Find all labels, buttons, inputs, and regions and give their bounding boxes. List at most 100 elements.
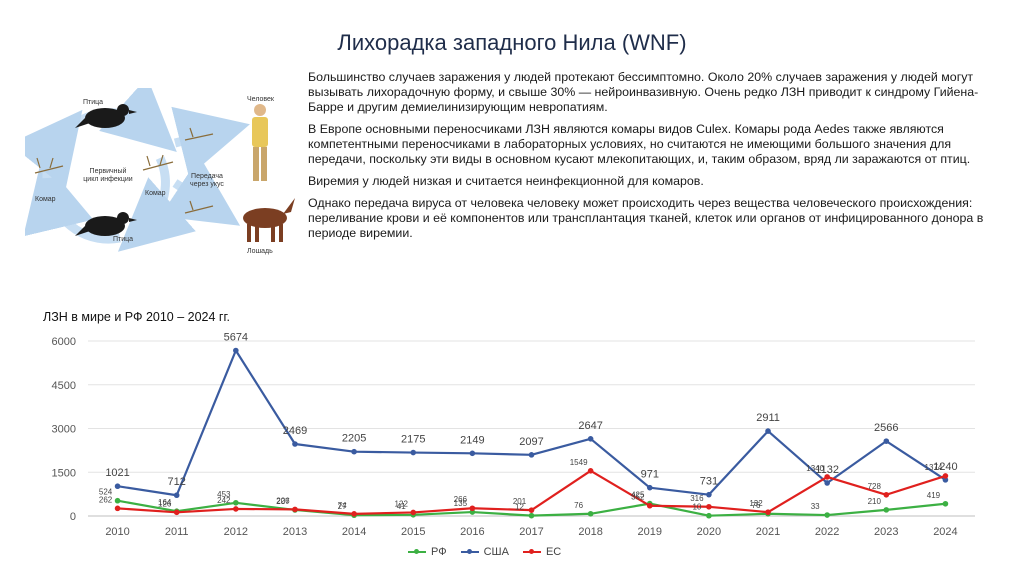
y-tick-label: 0 [70, 511, 76, 523]
cycle-illustration [9, 77, 295, 252]
data-point [824, 480, 830, 486]
data-point [706, 503, 712, 510]
data-label: 419 [927, 491, 941, 500]
x-tick-label: 2024 [933, 526, 957, 538]
legend-label-eu: ЕС [545, 546, 562, 558]
legend-item-usa: США [460, 546, 509, 558]
bird-top-label: Птица [83, 99, 104, 106]
data-point [824, 512, 830, 518]
data-point [706, 491, 712, 498]
data-label: 1374 [925, 463, 943, 472]
data-point [587, 468, 594, 474]
mosquito-center-label: Комар [145, 190, 166, 197]
data-label: 1132 [815, 464, 839, 476]
legend-swatch-usa [460, 549, 479, 554]
data-label: 201 [513, 497, 527, 506]
arrow-to-horse [160, 156, 241, 226]
human-icon [252, 104, 268, 181]
data-label: 132 [749, 499, 763, 508]
x-tick-label: 2017 [519, 526, 543, 538]
data-point [173, 509, 180, 516]
data-label: 12 [515, 503, 524, 512]
data-point [824, 474, 830, 480]
x-tick-label: 2015 [401, 526, 425, 538]
data-label: 207 [276, 497, 290, 506]
data-label: 2647 [578, 420, 602, 432]
data-label: 453 [217, 490, 231, 499]
data-point [114, 497, 121, 504]
data-point [233, 499, 239, 506]
transmission-cycle-diagram: Птица Птица Комар Комар Первичный цикл и… [9, 77, 295, 278]
bird-bottom-icon [75, 212, 137, 236]
data-point [410, 449, 417, 456]
horse-label: Лошадь [247, 248, 273, 255]
paragraph-4: Однако передача вируса от человека челов… [308, 196, 984, 240]
data-label: 425 [631, 491, 645, 500]
data-label: 731 [700, 476, 718, 488]
data-point [114, 505, 121, 512]
line-chart: 0 1500 3000 4500 6000 2010 2011 2012 2013 2014 201… [52, 332, 975, 538]
chart-legend: РФ США ЕС [408, 546, 561, 558]
data-label: 2097 [519, 436, 543, 448]
data-label: 122 [395, 499, 409, 508]
bird-bottom-label: Птица [113, 236, 134, 243]
data-label: 266 [454, 495, 468, 504]
paragraph-2: В Европе основными переносчиками ЛЗН явл… [308, 122, 971, 166]
cycle-label: Первичный цикл инфекции [83, 168, 133, 183]
legend-item-eu: ЕС [522, 546, 562, 558]
data-point [942, 477, 949, 483]
x-tick-label: 2019 [638, 526, 662, 538]
data-label: 1549 [570, 458, 588, 467]
chart-title: ЛЗН в мире и РФ 2010 – 2024 гг. [43, 310, 230, 324]
data-label: 2175 [401, 434, 425, 446]
data-point [114, 483, 121, 490]
data-label: 2911 [756, 412, 780, 424]
bird-top-icon [75, 104, 137, 128]
data-point [173, 492, 180, 499]
data-point [942, 500, 949, 507]
data-label: 1340 [806, 464, 824, 473]
x-tick-label: 2021 [756, 526, 780, 538]
mosquito-left-icon [34, 157, 64, 174]
data-point [292, 506, 298, 513]
data-point [233, 506, 239, 512]
legend-swatch-eu [522, 549, 541, 554]
x-tick-label: 2013 [283, 526, 307, 538]
data-point [351, 448, 357, 455]
mosquito-center-icon [142, 154, 174, 171]
data-point [292, 441, 298, 447]
y-tick-label: 1500 [52, 467, 76, 479]
data-label: 2205 [342, 433, 366, 445]
data-label: 41 [397, 502, 406, 511]
data-label: 210 [868, 497, 882, 506]
x-tick-label: 2011 [165, 526, 189, 538]
data-point [765, 428, 771, 434]
data-point [233, 347, 239, 354]
data-label: 126 [158, 499, 172, 508]
y-tick-label: 3000 [52, 424, 76, 436]
transmission-label: Передача через укус [190, 173, 224, 188]
data-label: 1021 [105, 467, 129, 479]
data-label: 10 [692, 503, 701, 512]
x-tick-label: 2022 [815, 526, 839, 538]
x-tick-label: 2010 [105, 526, 129, 538]
mosquito-left-label: Комар [35, 196, 56, 203]
data-label: 1240 [933, 461, 957, 473]
slide-title: Лихорадка западного Нила (WNF) [337, 30, 687, 55]
data-label: 262 [99, 495, 113, 504]
data-point [646, 502, 653, 509]
description-text: Большинство случаев заражения у людей пр… [308, 70, 1008, 248]
data-point [706, 512, 712, 519]
cycle-arrow-bottom [23, 157, 121, 244]
y-tick-label: 6000 [52, 336, 76, 348]
data-point [883, 438, 890, 444]
data-point [587, 435, 594, 442]
data-point [469, 450, 476, 457]
data-label: 352 [631, 493, 645, 502]
data-point [528, 512, 535, 519]
paragraph-3: Виремия у людей низкая и считается неинф… [308, 174, 704, 188]
data-point [942, 473, 949, 479]
data-label: 135 [454, 499, 468, 508]
paragraph-1: Большинство случаев заражения у людей пр… [308, 70, 979, 114]
data-label: 242 [217, 496, 231, 505]
